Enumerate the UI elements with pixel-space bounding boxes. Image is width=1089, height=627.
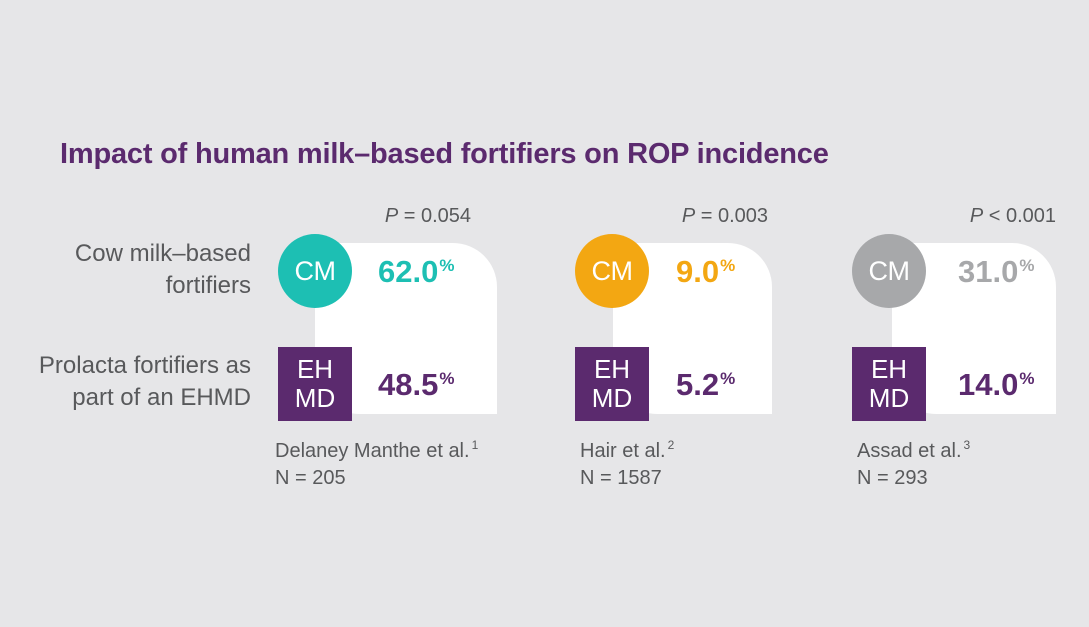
chart-title: Impact of human milk–based fortifiers on… [60,138,829,170]
p-value: P = 0.054 [384,205,471,227]
study-citation: Hair et al. 2 N = 1587 [580,432,674,492]
ehmd-square-badge: EH MD [575,347,649,421]
row-label-ehmd-line1: Prolacta fortifiers as [38,352,251,379]
cm-circle-badge: CM [575,234,649,308]
cm-value: 9.0% [676,254,736,289]
study-citation: Delaney Manthe et al. 1 N = 205 [275,432,478,492]
row-label-cow-milk: Cow milk–based fortifiers [75,238,251,302]
sample-size: N = 205 [275,467,346,489]
ehmd-square-badge: EH MD [278,347,352,421]
row-label-cow-milk-line2: fortifiers [165,272,251,299]
cm-circle-badge: CM [278,234,352,308]
cm-value: 31.0% [958,254,1035,289]
p-value: P < 0.001 [969,205,1056,227]
ehmd-value: 5.2% [676,367,736,402]
row-label-ehmd-line2: part of an EHMD [72,384,251,411]
ehmd-value: 48.5% [378,367,455,402]
ehmd-square-badge: EH MD [852,347,926,421]
ehmd-value: 14.0% [958,367,1035,402]
p-value: P = 0.003 [681,205,768,227]
sample-size: N = 293 [857,467,928,489]
cm-circle-badge: CM [852,234,926,308]
row-label-cow-milk-line1: Cow milk–based [74,240,251,267]
study-citation: Assad et al. 3 N = 293 [857,432,970,492]
cm-value: 62.0% [378,254,455,289]
sample-size: N = 1587 [580,467,662,489]
row-label-ehmd: Prolacta fortifiers as part of an EHMD [39,350,251,414]
